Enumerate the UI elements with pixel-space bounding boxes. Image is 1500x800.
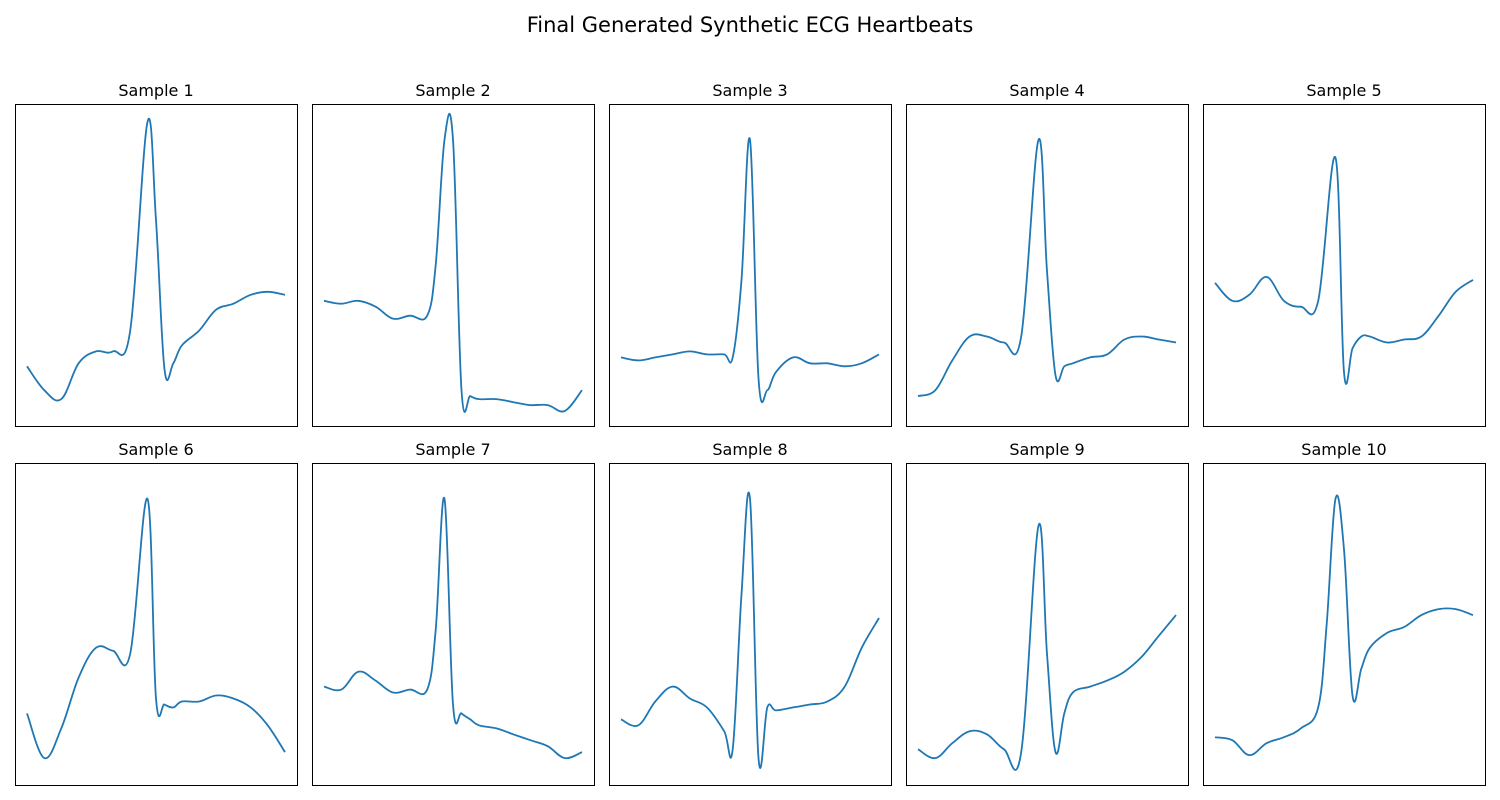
axes-frame xyxy=(1203,104,1486,427)
ecg-trace-line xyxy=(620,137,880,403)
ecg-trace-line xyxy=(1214,156,1474,385)
subplot-sample-6: Sample 6 xyxy=(15,440,298,786)
ecg-trace-line xyxy=(917,522,1177,771)
ecg-trace-line xyxy=(323,112,583,413)
ecg-trace-line xyxy=(26,118,286,402)
subplot-sample-9: Sample 9 xyxy=(906,440,1189,786)
ecg-trace-line xyxy=(620,491,880,769)
subplot-title: Sample 5 xyxy=(1306,81,1381,100)
axes-frame xyxy=(609,104,892,427)
ecg-trace-line xyxy=(917,138,1177,397)
subplot-title: Sample 8 xyxy=(712,440,787,459)
axes-frame xyxy=(1203,463,1486,786)
subplot-sample-1: Sample 1 xyxy=(15,81,298,427)
subplot-title: Sample 6 xyxy=(118,440,193,459)
axes-frame xyxy=(312,104,595,427)
subplot-sample-5: Sample 5 xyxy=(1203,81,1486,427)
axes-frame xyxy=(906,104,1189,427)
subplot-title: Sample 2 xyxy=(415,81,490,100)
axes-frame xyxy=(906,463,1189,786)
figure-title: Final Generated Synthetic ECG Heartbeats xyxy=(527,13,974,37)
axes-frame xyxy=(15,463,298,786)
subplot-sample-8: Sample 8 xyxy=(609,440,892,786)
subplot-title: Sample 9 xyxy=(1009,440,1084,459)
axes-frame xyxy=(15,104,298,427)
ecg-trace-line xyxy=(26,497,286,760)
subplot-title: Sample 7 xyxy=(415,440,490,459)
ecg-trace-line xyxy=(323,496,583,760)
subplot-title: Sample 4 xyxy=(1009,81,1084,100)
subplot-title: Sample 10 xyxy=(1301,440,1386,459)
subplot-sample-4: Sample 4 xyxy=(906,81,1189,427)
subplot-title: Sample 1 xyxy=(118,81,193,100)
axes-frame xyxy=(312,463,595,786)
subplot-title: Sample 3 xyxy=(712,81,787,100)
subplot-sample-2: Sample 2 xyxy=(312,81,595,427)
subplot-grid: Sample 1 Sample 2 Sample 3 Sample 4 Sample 5… xyxy=(15,81,1486,786)
axes-frame xyxy=(609,463,892,786)
subplot-sample-10: Sample 10 xyxy=(1203,440,1486,786)
ecg-trace-line xyxy=(1214,494,1474,756)
subplot-sample-7: Sample 7 xyxy=(312,440,595,786)
subplot-sample-3: Sample 3 xyxy=(609,81,892,427)
